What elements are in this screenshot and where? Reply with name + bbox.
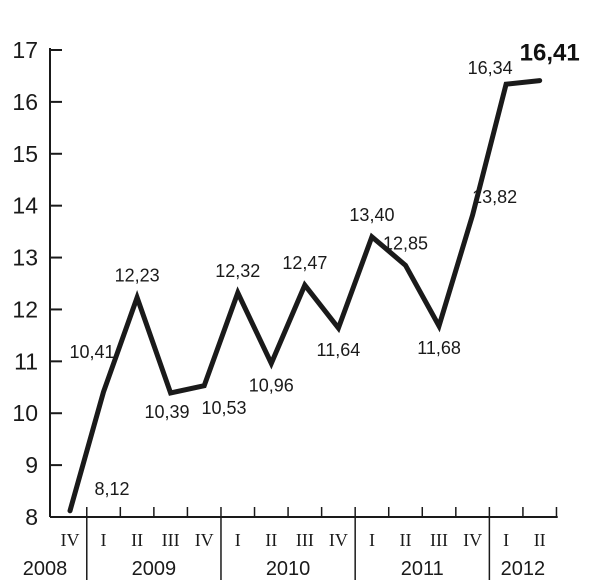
y-tick-label: 17: [12, 37, 38, 63]
data-label: 13,82: [472, 187, 517, 207]
x-tick-label-quarter: IV: [329, 530, 348, 550]
x-tick-label-quarter: III: [430, 530, 448, 550]
data-label: 8,12: [94, 479, 129, 499]
x-tick-label-quarter: II: [534, 530, 546, 550]
series-line-layer: [67, 78, 543, 514]
x-tick-label-quarter: I: [503, 530, 509, 550]
data-label: 11,64: [317, 340, 361, 360]
data-label: 12,23: [115, 266, 160, 286]
data-label: 10,96: [249, 375, 294, 395]
data-label: 12,85: [383, 233, 428, 253]
x-tick-label-year: 2012: [501, 558, 546, 580]
y-tick-label: 12: [12, 296, 38, 322]
y-tick-label: 13: [12, 245, 38, 271]
data-label: 16,34: [468, 58, 513, 78]
x-tick-label-year: 2010: [266, 558, 311, 580]
x-tick-label-quarter: III: [296, 530, 314, 550]
data-label: 12,32: [215, 261, 260, 281]
y-tick-label: 10: [12, 400, 38, 426]
x-tick-label-quarter: IV: [61, 530, 80, 550]
x-tick-label-quarter: I: [235, 530, 241, 550]
x-tick-label-quarter: IV: [463, 530, 482, 550]
x-tick-label-quarter: II: [265, 530, 277, 550]
data-label: 12,47: [282, 253, 327, 273]
x-tick-label-year: 2009: [132, 558, 177, 580]
axes: 8 9 10 11 12 13 14 15 16 17: [12, 37, 62, 530]
data-label: 11,68: [417, 338, 461, 358]
y-tick-label: 8: [25, 504, 38, 530]
y-tick-label: 9: [25, 452, 38, 478]
x-tick-label-quarter: III: [162, 530, 180, 550]
x-tick-label-quarter: II: [131, 530, 143, 550]
data-labels: 8,12 10,41 12,23 10,39 10,53 12,32 10,96 12,47 1…: [69, 40, 579, 499]
x-tick-label-quarter: I: [369, 530, 375, 550]
x-tick-label-quarter: IV: [195, 530, 214, 550]
x-tick-label-year: 2011: [401, 558, 444, 580]
data-label: 10,53: [201, 398, 246, 418]
data-label: 13,40: [349, 205, 394, 225]
x-tick-label-year: 2008: [23, 558, 68, 580]
x-tick-label-quarter: I: [101, 530, 107, 550]
x-tick-label-quarter: II: [400, 530, 412, 550]
y-tick-label: 15: [12, 141, 38, 167]
y-tick-label: 16: [12, 89, 38, 115]
data-label-latest: 16,41: [520, 40, 580, 67]
y-tick-label: 14: [12, 193, 38, 219]
data-label: 10,39: [144, 402, 189, 422]
series-line: [67, 78, 543, 514]
data-label: 10,41: [69, 342, 114, 362]
y-tick-label: 11: [14, 348, 38, 374]
